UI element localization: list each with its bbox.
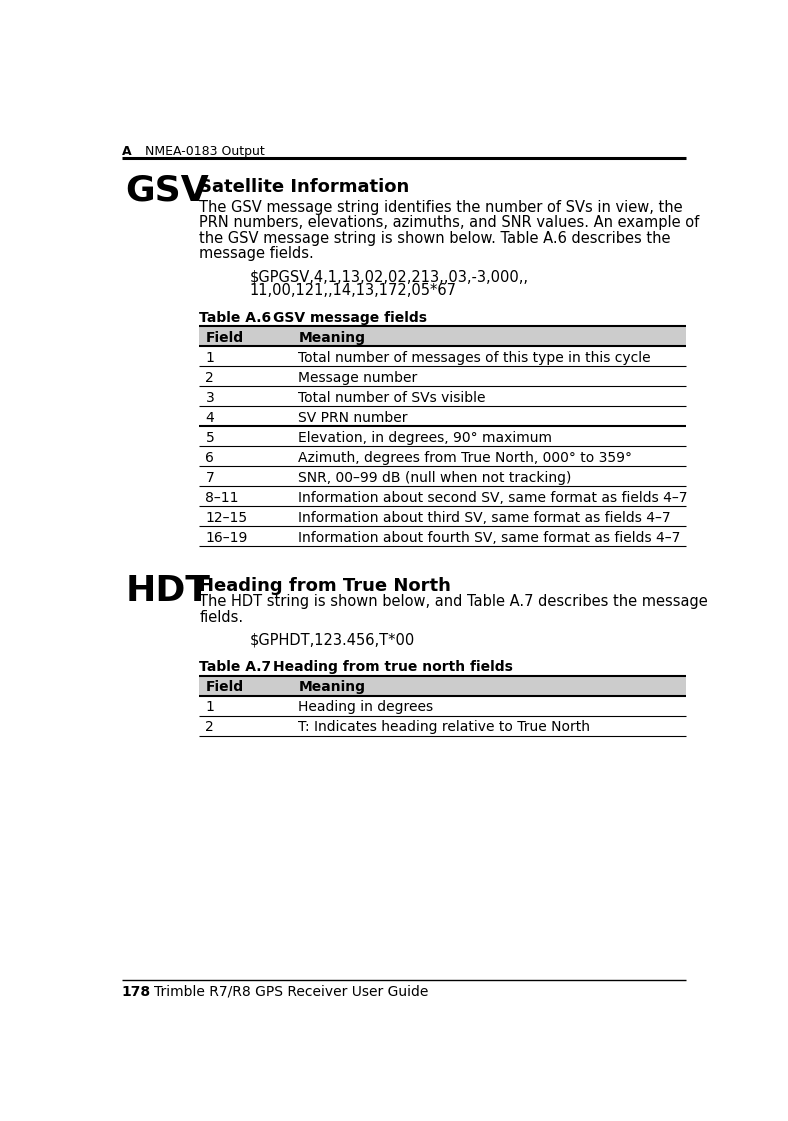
Text: 3: 3 <box>206 391 214 405</box>
Text: HDT: HDT <box>125 574 210 609</box>
Text: 1: 1 <box>206 701 214 714</box>
Text: Message number: Message number <box>299 371 418 385</box>
Bar <box>199 326 686 346</box>
Text: $GPGSV,4,1,13,02,02,213,,03,-3,000,,: $GPGSV,4,1,13,02,02,213,,03,-3,000,, <box>250 269 529 285</box>
Text: Field: Field <box>206 331 243 345</box>
Text: fields.: fields. <box>199 610 243 624</box>
Text: Heading from True North: Heading from True North <box>199 577 451 595</box>
Text: Total number of SVs visible: Total number of SVs visible <box>299 391 486 405</box>
Text: Information about second SV, same format as fields 4–7: Information about second SV, same format… <box>299 491 688 506</box>
Text: 178: 178 <box>122 984 151 999</box>
Text: 5: 5 <box>206 430 214 445</box>
Text: Meaning: Meaning <box>299 331 366 345</box>
Text: Satellite Information: Satellite Information <box>199 177 410 196</box>
Text: Field: Field <box>206 680 243 694</box>
Text: 7: 7 <box>206 471 214 485</box>
Text: Heading in degrees: Heading in degrees <box>299 701 433 714</box>
Text: SNR, 00–99 dB (null when not tracking): SNR, 00–99 dB (null when not tracking) <box>299 471 572 485</box>
Text: 2: 2 <box>206 721 214 734</box>
Text: Elevation, in degrees, 90° maximum: Elevation, in degrees, 90° maximum <box>299 430 552 445</box>
Text: T: Indicates heading relative to True North: T: Indicates heading relative to True No… <box>299 721 590 734</box>
Text: $GPHDT,123.456,T*00: $GPHDT,123.456,T*00 <box>250 632 414 648</box>
Text: Trimble R7/R8 GPS Receiver User Guide: Trimble R7/R8 GPS Receiver User Guide <box>154 984 429 999</box>
Text: 6: 6 <box>206 451 214 465</box>
Text: 16–19: 16–19 <box>206 531 247 545</box>
Text: 8–11: 8–11 <box>206 491 239 506</box>
Text: Information about third SV, same format as fields 4–7: Information about third SV, same format … <box>299 511 671 525</box>
Text: Azimuth, degrees from True North, 000° to 359°: Azimuth, degrees from True North, 000° t… <box>299 451 633 465</box>
Text: SV PRN number: SV PRN number <box>299 411 408 425</box>
Text: 11,00,121,,14,13,172,05*67: 11,00,121,,14,13,172,05*67 <box>250 284 456 298</box>
Text: Table A.6: Table A.6 <box>199 311 271 325</box>
Text: 12–15: 12–15 <box>206 511 247 525</box>
Text: Table A.7: Table A.7 <box>199 660 271 675</box>
Text: message fields.: message fields. <box>199 247 314 261</box>
Text: GSV message fields: GSV message fields <box>273 311 427 325</box>
Bar <box>199 676 686 696</box>
Text: Heading from true north fields: Heading from true north fields <box>273 660 513 675</box>
Text: The GSV message string identifies the number of SVs in view, the: The GSV message string identifies the nu… <box>199 200 683 215</box>
Text: 2: 2 <box>206 371 214 385</box>
Text: 1: 1 <box>206 351 214 365</box>
Text: Information about fourth SV, same format as fields 4–7: Information about fourth SV, same format… <box>299 531 681 545</box>
Text: A: A <box>122 146 132 158</box>
Text: NMEA-0183 Output: NMEA-0183 Output <box>145 146 265 158</box>
Text: Total number of messages of this type in this cycle: Total number of messages of this type in… <box>299 351 651 365</box>
Text: The HDT string is shown below, and Table A.7 describes the message: The HDT string is shown below, and Table… <box>199 594 708 609</box>
Text: PRN numbers, elevations, azimuths, and SNR values. An example of: PRN numbers, elevations, azimuths, and S… <box>199 215 700 231</box>
Text: GSV: GSV <box>125 173 210 207</box>
Text: Meaning: Meaning <box>299 680 366 694</box>
Text: the GSV message string is shown below. Table A.6 describes the: the GSV message string is shown below. T… <box>199 231 671 245</box>
Text: 4: 4 <box>206 411 214 425</box>
